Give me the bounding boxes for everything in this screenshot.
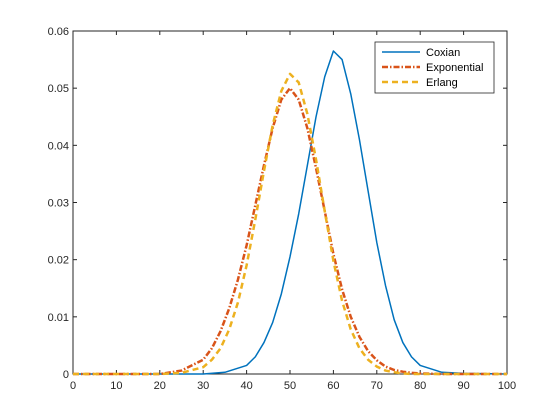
x-axis: 0 10 20 30 40 50 60 70 80 90 100 xyxy=(70,31,516,392)
series-line-coxian xyxy=(73,50,508,375)
legend-label-exponential: Exponential xyxy=(426,62,484,74)
series-line-exponential xyxy=(73,86,507,376)
x-tick-label: 40 xyxy=(240,380,252,392)
y-tick-label: 0.03 xyxy=(48,198,69,210)
y-tick-label: 0.06 xyxy=(48,26,69,38)
y-tick-label: 0.01 xyxy=(48,312,69,324)
x-tick-label: 50 xyxy=(284,380,296,392)
series-layer xyxy=(73,50,508,376)
series-line-erlang xyxy=(73,72,507,376)
x-tick-label: 80 xyxy=(414,380,426,392)
x-tick-label: 90 xyxy=(457,380,469,392)
y-tick-label: 0.05 xyxy=(48,83,69,95)
y-axis: 0 0.01 0.02 0.03 0.04 0.05 0.06 xyxy=(48,26,507,381)
x-tick-label: 60 xyxy=(327,380,339,392)
x-tick-label: 30 xyxy=(197,380,209,392)
legend-label-coxian: Coxian xyxy=(426,47,460,59)
x-tick-label: 100 xyxy=(498,380,516,392)
x-tick-label: 10 xyxy=(110,380,122,392)
x-tick-label: 20 xyxy=(154,380,166,392)
x-tick-label: 70 xyxy=(371,380,383,392)
legend: Coxian Exponential Erlang xyxy=(374,41,495,94)
y-tick-label: 0.04 xyxy=(48,140,69,152)
y-tick-label: 0 xyxy=(63,369,69,381)
x-tick-label: 0 xyxy=(70,380,76,392)
legend-label-erlang: Erlang xyxy=(426,77,458,89)
y-tick-label: 0.02 xyxy=(48,255,69,267)
